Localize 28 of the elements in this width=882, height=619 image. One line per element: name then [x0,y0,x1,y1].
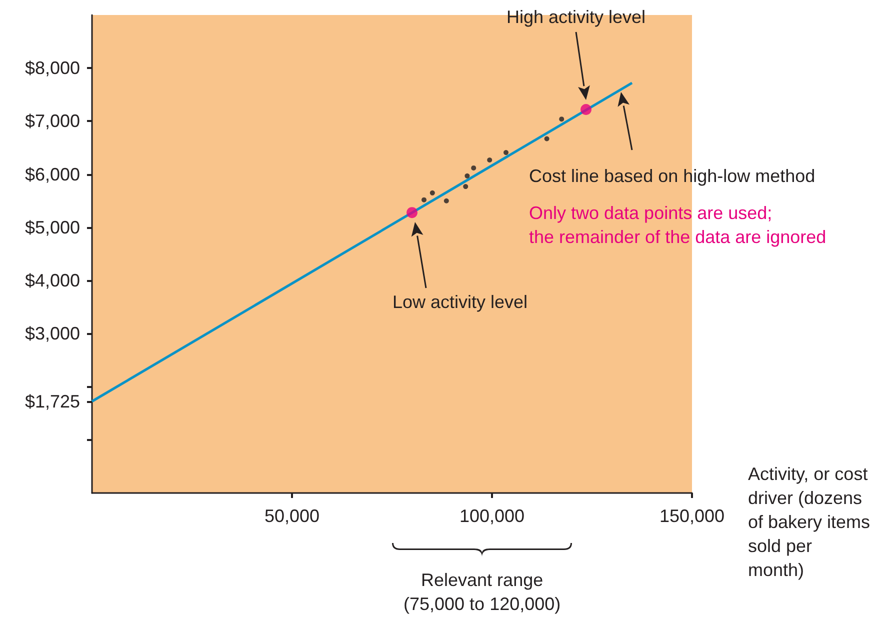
y-tick-label: $8,000 [24,58,80,78]
point [559,116,564,122]
point [406,207,418,218]
point [463,184,468,190]
y-tick-label: $7,000 [24,111,80,132]
point [580,104,592,116]
annotation: Only two data points are used; the remainder of the data are ignored [529,202,826,249]
point [444,198,449,204]
x-tick-label: 50,000 [264,506,320,526]
x-axis-title: Activity, or cost driver (dozens of bakery items sold per month) [748,463,872,582]
x-tick-label: 100,000 [459,506,525,526]
annotation: High activity level [506,6,646,29]
y-tick-label: $1,725 [24,391,80,412]
y-tick-label: $6,000 [24,164,80,184]
annotation: Cost line based on high-low method [529,165,816,188]
x-tick-label: 150,000 [659,506,725,526]
point [422,197,426,202]
y-tick-label: $5,000 [24,217,80,238]
point [464,173,470,178]
y-tick-label: $4,000 [24,270,80,291]
point [487,157,492,162]
point [430,190,435,196]
point [504,150,508,156]
point [471,165,476,170]
annotation: Low activity level [392,291,528,314]
y-tick-label: $3,000 [24,324,80,344]
text: Relevant range (75,000 to 120,000) [404,569,561,616]
point [544,136,550,142]
